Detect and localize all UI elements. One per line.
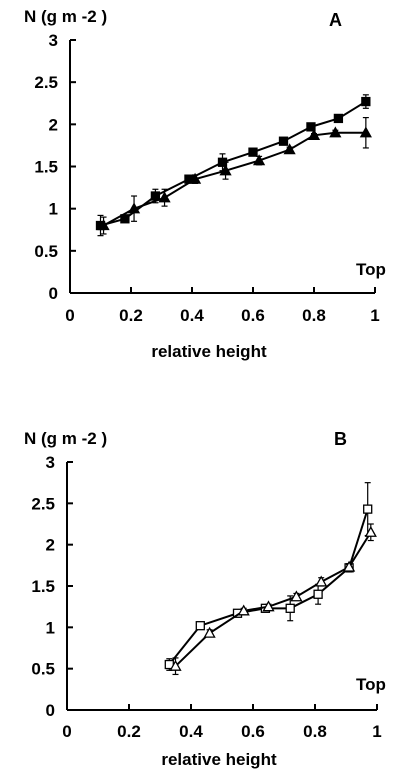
- panel-a-top-annotation: Top: [356, 260, 386, 279]
- panel-b-series-1-point: [313, 589, 323, 599]
- panel-a-plot-area: [95, 94, 372, 237]
- panel-a-letter: A: [329, 10, 342, 30]
- panel-a-series-1-point: [150, 191, 161, 201]
- panel-b-series-2-point: [262, 600, 275, 612]
- panel-b-letter: B: [334, 429, 347, 449]
- panel-b-plot-area: [164, 482, 377, 676]
- panel-a-x-tick-label: 0.6: [241, 306, 265, 325]
- panel-b-series-2-point: [203, 626, 216, 638]
- panel-a-series-2-point: [158, 191, 171, 203]
- panel-b-axes: 0 0.5 1 1.5 2 2.5 3 0 0.2 0.4 0.6 0.8 1: [31, 453, 381, 741]
- panel-a-series-2-point: [252, 154, 266, 166]
- panel-a-series-2-point: [127, 202, 141, 214]
- panel-b-x-tick-label: 1: [372, 722, 381, 741]
- panel-b-x-tick-label: 0: [62, 722, 71, 741]
- panel-a-x-tick-label: 0.4: [180, 306, 204, 325]
- panel-b-series-1-point: [363, 504, 373, 514]
- panel-a-x-tick-label: 1: [370, 306, 379, 325]
- panel-a-y-tick-label: 0: [49, 284, 58, 303]
- panel-b-series-2-point: [290, 590, 303, 602]
- panel-b: N (g m -2 ) B Top relative height 0 0.5 1 1…: [24, 429, 386, 769]
- panel-a-series-2-point: [188, 172, 202, 184]
- panel-b-x-axis-label: relative height: [161, 750, 277, 769]
- panel-a-y-tick-label: 3: [49, 31, 58, 50]
- panel-a-series-1-point: [278, 136, 289, 146]
- panel-b-series-2-point: [315, 575, 328, 587]
- panel-a-series-1-point: [248, 147, 258, 157]
- panel-a-axes: 0 0.5 1 1.5 2 2.5 3 0 0.2 0.4 0.6 0.8 1: [34, 31, 379, 325]
- panel-a-y-axis-label: N (g m -2 ): [24, 7, 107, 26]
- panel-a-series-1-point: [333, 113, 344, 124]
- panel-b-y-tick-label: 2.5: [31, 494, 55, 513]
- panel-a-series-2-point: [359, 126, 372, 138]
- panel-b-series-1-line: [168, 508, 369, 666]
- panel-b-top-annotation: Top: [356, 675, 386, 694]
- panel-a-x-tick-label: 0: [65, 306, 74, 325]
- panel-a-series-1-point: [306, 122, 316, 132]
- panel-b-y-tick-label: 0: [46, 701, 55, 720]
- panel-a-x-tick-label: 0.8: [302, 306, 326, 325]
- panel-a-y-tick-label: 1.5: [34, 158, 58, 177]
- panel-a-y-tick-label: 2.5: [34, 73, 58, 92]
- panel-a-x-tick-label: 0.2: [119, 306, 143, 325]
- panel-a: N (g m -2 ) A Top relative height 0 0.5 1 1…: [24, 7, 386, 361]
- panel-b-series-2-point: [169, 659, 182, 671]
- panel-a-series-2-point: [329, 126, 342, 138]
- panel-a-y-tick-label: 2: [49, 115, 58, 134]
- panel-b-y-tick-label: 0.5: [31, 660, 55, 679]
- panel-b-series-1-point: [285, 603, 295, 613]
- panel-b-series-2-point: [237, 604, 250, 616]
- panel-a-y-tick-label: 1: [49, 200, 58, 219]
- panel-a-series-2-point: [219, 164, 232, 176]
- panel-b-x-tick-label: 0.8: [303, 722, 327, 741]
- panel-b-series-2-point: [342, 560, 356, 572]
- panel-b-y-axis-label: N (g m -2 ): [24, 429, 107, 448]
- panel-a-series-2-point: [283, 143, 296, 155]
- panel-b-y-tick-label: 3: [46, 453, 55, 472]
- panel-a-series-2-line: [103, 131, 366, 227]
- panel-b-y-tick-label: 1.5: [31, 577, 55, 596]
- panel-b-x-tick-label: 0.6: [241, 722, 265, 741]
- panel-b-x-tick-label: 0.4: [179, 722, 203, 741]
- panel-b-x-tick-label: 0.2: [117, 722, 141, 741]
- panel-a-x-axis-label: relative height: [151, 342, 267, 361]
- panel-b-y-tick-label: 1: [46, 618, 55, 637]
- panel-a-series-2-point: [307, 128, 321, 140]
- panel-a-series-1-point: [361, 96, 371, 107]
- panel-b-y-tick-label: 2: [46, 536, 55, 555]
- panel-b-series-2-line: [174, 531, 372, 667]
- panel-a-series-2-point: [97, 219, 110, 231]
- panel-b-series-2-point: [364, 525, 377, 537]
- panel-b-series-1-point: [195, 621, 205, 631]
- panel-a-y-tick-label: 0.5: [34, 242, 58, 261]
